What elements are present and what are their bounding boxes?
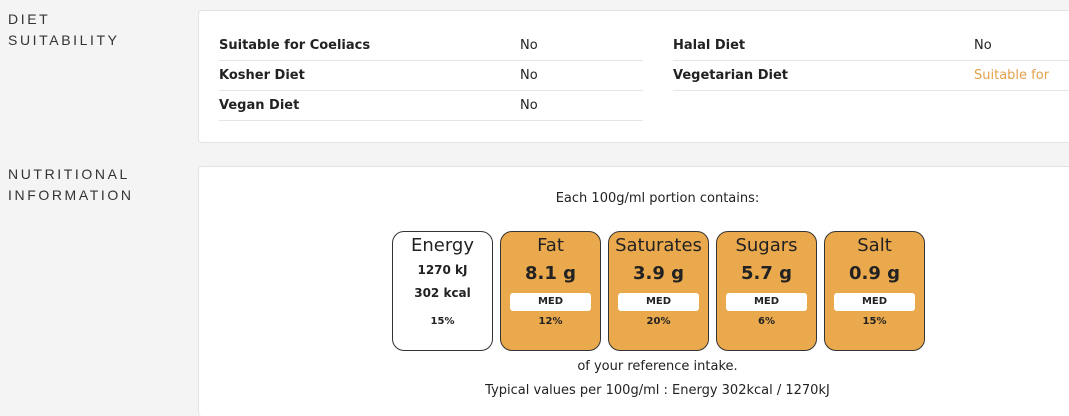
energy-tile-kj: 1270 kJ	[417, 263, 468, 277]
fat-tile: Fat 8.1 g MED 12%	[500, 231, 601, 351]
salt-tile-value: 0.9 g	[848, 263, 901, 284]
diet-heading-line2: SUITABILITY	[8, 32, 120, 48]
fat-tile-percent: 12%	[538, 316, 563, 327]
energy-tile-name: Energy	[410, 235, 475, 256]
diet-row-value: No	[974, 38, 992, 53]
energy-tile-kcal: 302 kcal	[414, 286, 471, 300]
diet-suitability-heading: DIET SUITABILITY	[8, 9, 120, 51]
diet-row-label: Vegetarian Diet	[673, 68, 788, 83]
fat-tile-name: Fat	[537, 235, 564, 256]
diet-row-kosher: Kosher Diet No	[219, 61, 643, 91]
saturates-tile-name: Saturates	[615, 235, 702, 256]
energy-tile: Energy 1270 kJ 302 kcal 15%	[392, 231, 493, 351]
diet-row-label: Halal Diet	[673, 38, 746, 53]
diet-row-label: Vegan Diet	[219, 98, 300, 113]
fat-tile-value: 8.1 g	[524, 263, 577, 284]
saturates-level-badge: MED	[618, 293, 699, 311]
diet-row-value: No	[520, 98, 538, 113]
portion-caption: Each 100g/ml portion contains:	[555, 191, 760, 206]
sugars-tile-name: Sugars	[735, 235, 798, 256]
diet-suitability-card: Suitable for Coeliacs No Kosher Diet No …	[198, 10, 1069, 143]
saturates-tile-value: 3.9 g	[632, 263, 685, 284]
salt-level-badge: MED	[834, 293, 915, 311]
typical-values-caption: Typical values per 100g/ml : Energy 302k…	[485, 383, 830, 398]
nutrition-heading-line2: INFORMATION	[8, 187, 134, 203]
diet-row-coeliacs: Suitable for Coeliacs No	[219, 31, 643, 61]
diet-row-vegan: Vegan Diet No	[219, 91, 643, 121]
saturates-tile: Saturates 3.9 g MED 20%	[608, 231, 709, 351]
diet-row-label: Kosher Diet	[219, 68, 305, 83]
fat-level-badge: MED	[510, 293, 591, 311]
diet-row-vegetarian: Vegetarian Diet Suitable for	[673, 61, 1069, 91]
nutritional-information-heading: NUTRITIONAL INFORMATION	[8, 164, 134, 206]
diet-row-value: Suitable for	[974, 68, 1050, 83]
salt-tile: Salt 0.9 g MED 15%	[824, 231, 925, 351]
nutritional-information-card: Each 100g/ml portion contains: Energy 12…	[198, 166, 1069, 416]
saturates-tile-percent: 20%	[646, 316, 671, 327]
diet-row-value: No	[520, 38, 538, 53]
sugars-tile-value: 5.7 g	[740, 263, 793, 284]
sugars-tile-percent: 6%	[758, 316, 775, 327]
sugars-tile: Sugars 5.7 g MED 6%	[716, 231, 817, 351]
diet-row-halal: Halal Diet No	[673, 31, 1069, 61]
salt-tile-name: Salt	[857, 235, 892, 256]
sugars-level-badge: MED	[726, 293, 807, 311]
salt-tile-percent: 15%	[862, 316, 887, 327]
energy-tile-percent: 15%	[430, 316, 455, 327]
diet-row-label: Suitable for Coeliacs	[219, 38, 371, 53]
nutrition-heading-line1: NUTRITIONAL	[8, 166, 130, 182]
diet-row-value: No	[520, 68, 538, 83]
diet-heading-line1: DIET	[8, 11, 51, 27]
reference-intake-caption: of your reference intake.	[577, 359, 738, 374]
